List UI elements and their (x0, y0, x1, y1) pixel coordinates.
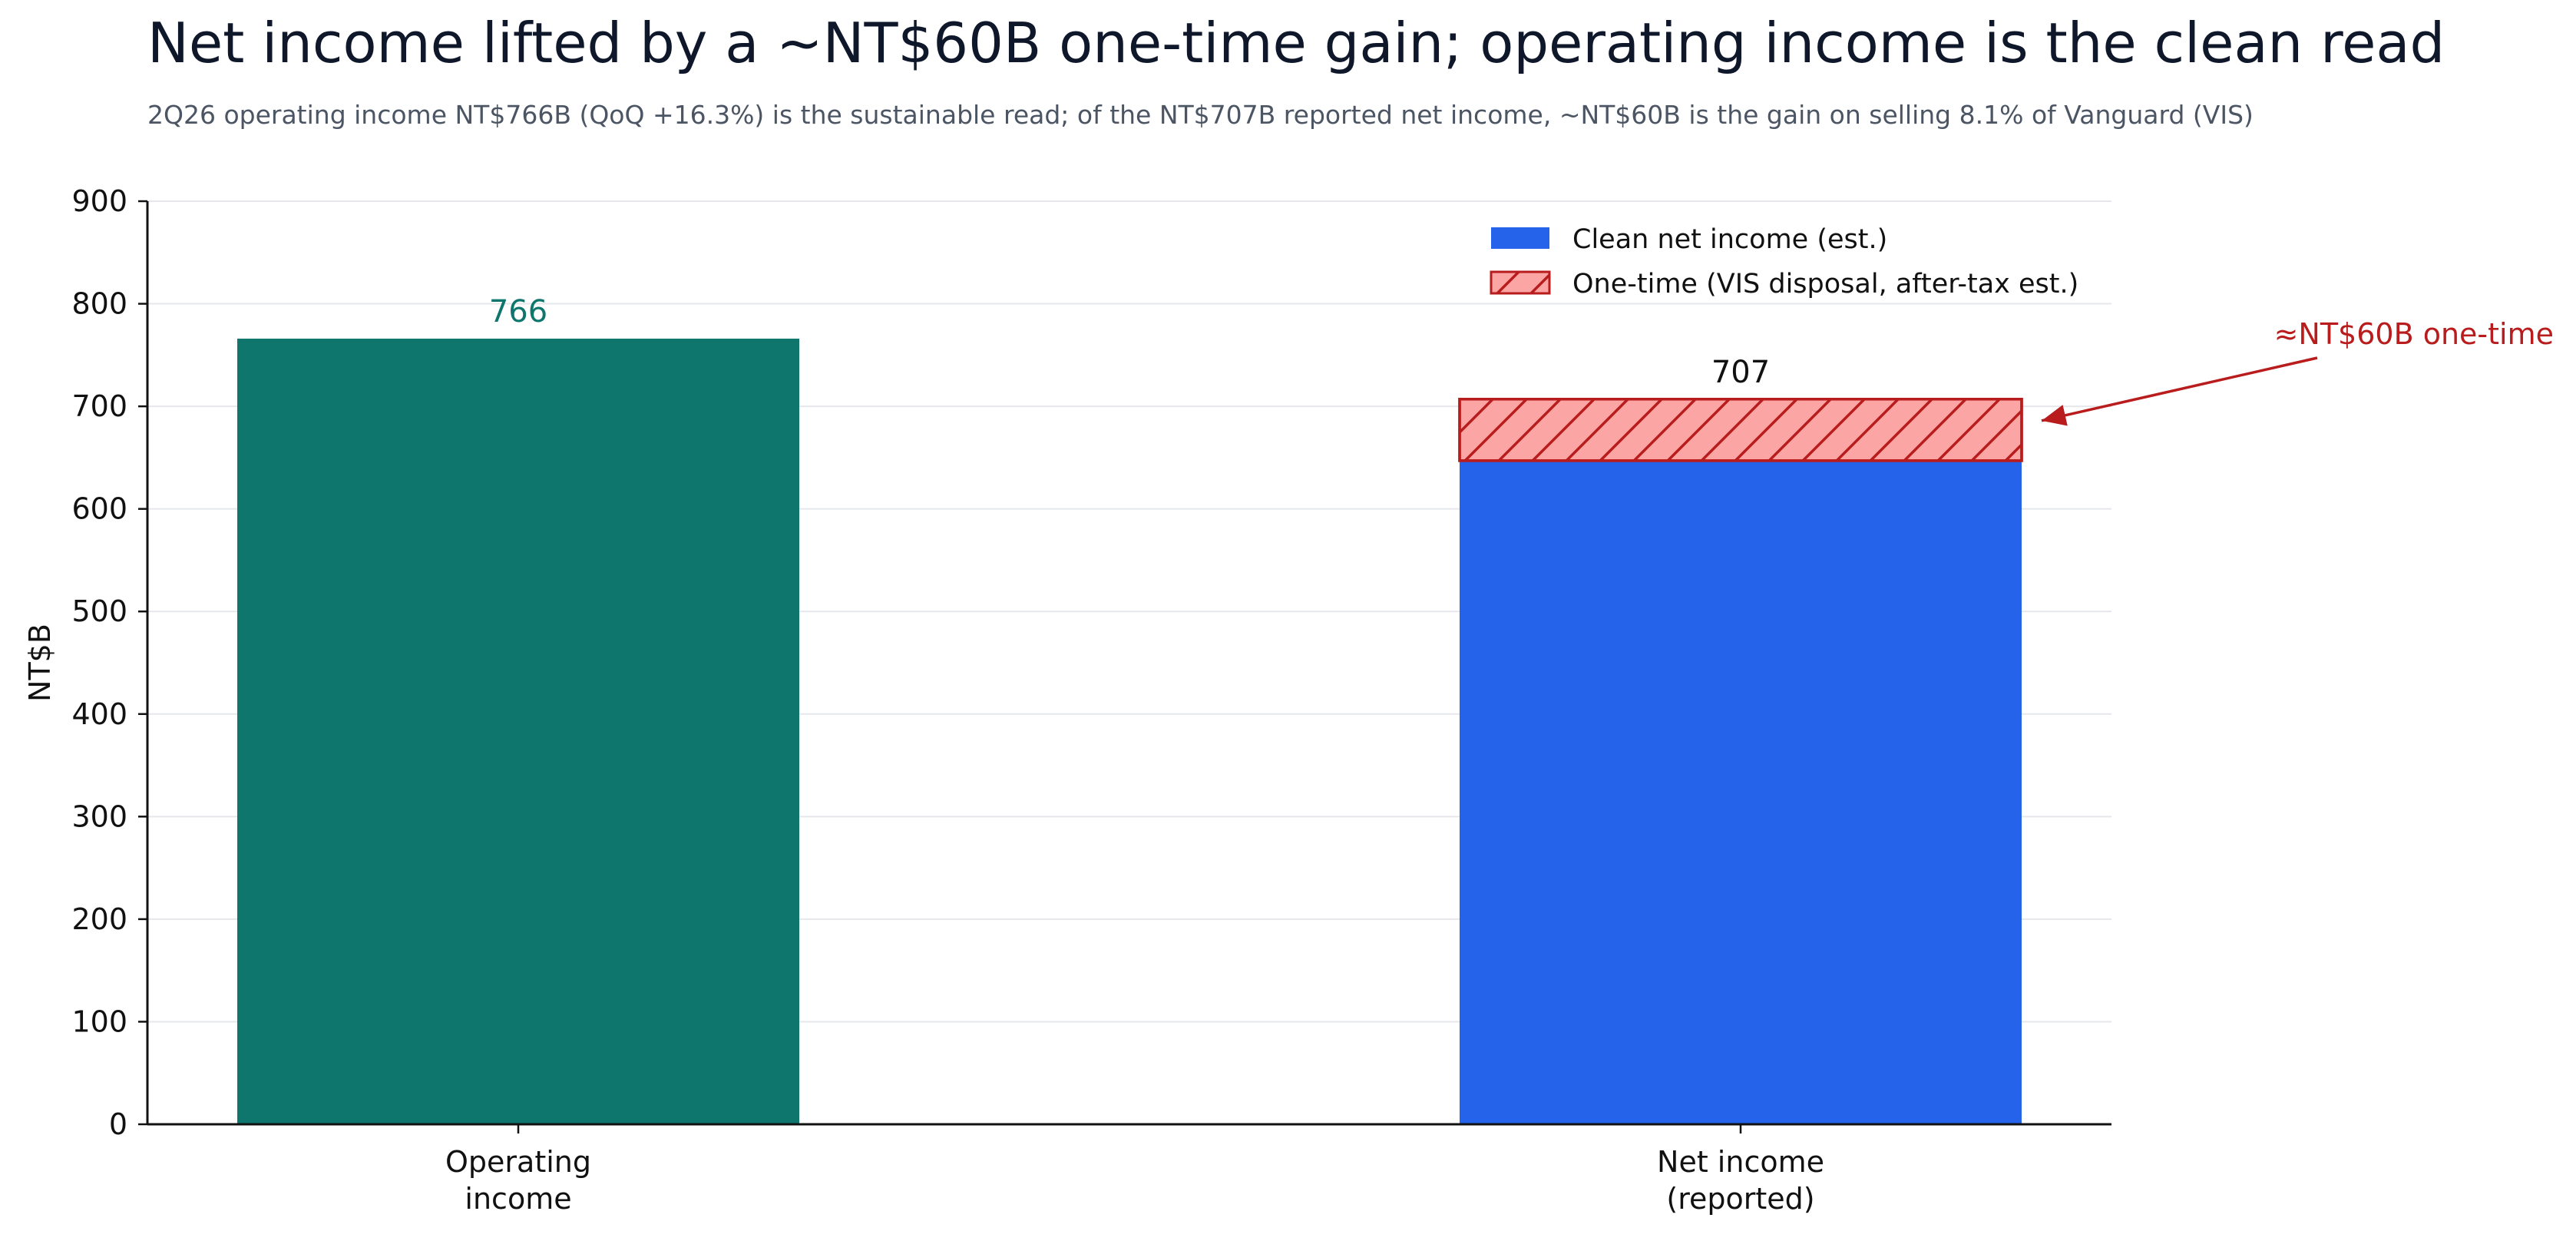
x-tick-label: Net income (1657, 1145, 1824, 1179)
y-tick-label: 200 (71, 902, 127, 936)
bar-total-label: 766 (489, 294, 547, 329)
chart-title: Net income lifted by a ~NT$60B one-time … (147, 11, 2445, 75)
annotation-arrow (2041, 356, 2318, 426)
axes: 0 100 200 300 400 500 600 700 800 900 Operatinginc… (23, 184, 2111, 1216)
chart-subtitle: 2Q26 operating income NT$766B (QoQ +16.3… (147, 100, 2254, 130)
annotation: ≈NT$60B one-time (2041, 317, 2554, 426)
bar-total-label: 707 (1711, 355, 1770, 390)
data-labels: 766 707 (489, 294, 1770, 390)
y-tick-label: 800 (71, 287, 127, 321)
x-tick-label: Operating (445, 1145, 591, 1179)
annotation-text: ≈NT$60B one-time (2274, 317, 2554, 351)
y-axis-label: NT$B (23, 624, 57, 702)
legend-label: Clean net income (est.) (1572, 224, 1887, 255)
y-tick-label: 600 (71, 492, 127, 526)
bar-segment-hatch (1458, 398, 2023, 462)
bars (237, 338, 2023, 1124)
y-tick-label: 700 (71, 389, 127, 423)
y-tick-label: 0 (109, 1107, 127, 1141)
legend-swatch (1491, 227, 1549, 249)
x-tick-label: (reported) (1666, 1182, 1814, 1216)
y-tick-label: 500 (71, 594, 127, 628)
legend-swatch-hatch (1490, 270, 1551, 295)
y-tick-label: 300 (71, 799, 127, 833)
y-tick-label: 100 (71, 1004, 127, 1038)
y-tick-label: 900 (71, 184, 127, 218)
legend: Clean net income (est.) One-time (VIS dis… (1490, 224, 2078, 299)
legend-label: One-time (VIS disposal, after-tax est.) (1572, 269, 2078, 299)
bar-operating-income (237, 338, 799, 1124)
bar-segment-clean (1460, 460, 2022, 1124)
x-tick-label: income (465, 1182, 571, 1216)
y-tick-label: 400 (71, 697, 127, 731)
